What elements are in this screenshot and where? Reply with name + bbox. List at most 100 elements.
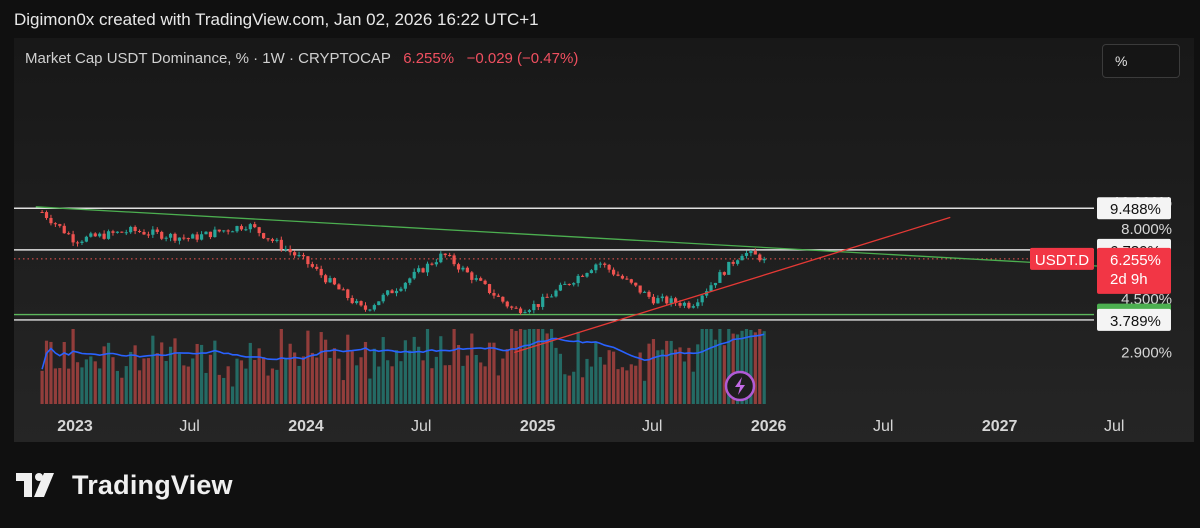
candle-body[interactable] bbox=[266, 238, 270, 240]
candle-body[interactable] bbox=[208, 231, 213, 238]
candle-body[interactable] bbox=[332, 278, 337, 285]
candle-body[interactable] bbox=[310, 264, 314, 267]
candle-body[interactable] bbox=[713, 282, 718, 286]
candle-body[interactable] bbox=[722, 272, 726, 275]
candle-body[interactable] bbox=[173, 233, 177, 241]
candle-body[interactable] bbox=[549, 296, 554, 298]
candle-body[interactable] bbox=[580, 275, 585, 277]
candle-body[interactable] bbox=[674, 298, 678, 304]
candle-body[interactable] bbox=[532, 304, 536, 311]
candle-body[interactable] bbox=[625, 278, 629, 280]
candle-body[interactable] bbox=[554, 290, 558, 297]
candle-body[interactable] bbox=[151, 229, 155, 235]
candle-body[interactable] bbox=[160, 231, 164, 239]
candle-body[interactable] bbox=[355, 301, 359, 304]
candle-body[interactable] bbox=[115, 231, 120, 233]
candle-body[interactable] bbox=[186, 238, 190, 240]
candle-body[interactable] bbox=[199, 234, 204, 240]
candle-body[interactable] bbox=[275, 239, 279, 241]
candle-body[interactable] bbox=[514, 307, 518, 309]
candle-body[interactable] bbox=[474, 278, 478, 280]
candle-body[interactable] bbox=[465, 267, 469, 273]
candle-body[interactable] bbox=[731, 261, 735, 264]
candle-body[interactable] bbox=[642, 291, 647, 293]
candle-body[interactable] bbox=[106, 231, 111, 239]
candle-body[interactable] bbox=[634, 282, 638, 286]
candle-body[interactable] bbox=[142, 231, 146, 235]
candle-body[interactable] bbox=[98, 233, 102, 237]
candle-body[interactable] bbox=[558, 284, 563, 291]
red-ascending-trendline[interactable] bbox=[514, 216, 951, 354]
candle-body[interactable] bbox=[346, 289, 350, 298]
candle-body[interactable] bbox=[638, 285, 642, 293]
candle-body[interactable] bbox=[217, 229, 221, 232]
candle-body[interactable] bbox=[84, 236, 88, 242]
candle-body[interactable] bbox=[479, 278, 483, 281]
candle-body[interactable] bbox=[288, 248, 292, 253]
candle-body[interactable] bbox=[75, 242, 80, 244]
candle-body[interactable] bbox=[164, 237, 168, 239]
candle-body[interactable] bbox=[279, 239, 283, 250]
candle-body[interactable] bbox=[598, 263, 602, 265]
candle-body[interactable] bbox=[753, 250, 757, 255]
candle-body[interactable] bbox=[386, 290, 390, 295]
candle-body[interactable] bbox=[736, 260, 740, 264]
candle-body[interactable] bbox=[620, 275, 625, 279]
candle-body[interactable] bbox=[102, 233, 106, 239]
candle-body[interactable] bbox=[248, 224, 252, 230]
candle-body[interactable] bbox=[80, 241, 84, 243]
candle-body[interactable] bbox=[324, 275, 328, 283]
candle-body[interactable] bbox=[301, 255, 306, 257]
candle-body[interactable] bbox=[49, 217, 53, 224]
candle-body[interactable] bbox=[740, 255, 744, 261]
candle-body[interactable] bbox=[669, 298, 673, 304]
candle-body[interactable] bbox=[235, 226, 239, 232]
candle-body[interactable] bbox=[572, 283, 576, 285]
candle-body[interactable] bbox=[527, 310, 532, 312]
candle-body[interactable] bbox=[434, 262, 438, 265]
candle-body[interactable] bbox=[762, 258, 766, 261]
candle-body[interactable] bbox=[177, 237, 182, 241]
candle-body[interactable] bbox=[319, 268, 323, 276]
brand-footer[interactable]: TradingView bbox=[16, 470, 233, 501]
candle-body[interactable] bbox=[168, 233, 173, 238]
candle-body[interactable] bbox=[244, 229, 248, 231]
candle-body[interactable] bbox=[611, 269, 616, 275]
candle-body[interactable] bbox=[222, 230, 226, 232]
candle-body[interactable] bbox=[421, 268, 425, 273]
candle-body[interactable] bbox=[744, 253, 749, 256]
candle-body[interactable] bbox=[696, 302, 700, 307]
candle-body[interactable] bbox=[545, 296, 549, 298]
candle-body[interactable] bbox=[448, 255, 452, 257]
candle-body[interactable] bbox=[261, 233, 266, 239]
candle-body[interactable] bbox=[523, 311, 527, 314]
candle-body[interactable] bbox=[576, 275, 580, 284]
candle-body[interactable] bbox=[665, 296, 669, 304]
candle-body[interactable] bbox=[518, 308, 523, 314]
candle-body[interactable] bbox=[589, 270, 594, 274]
candle-body[interactable] bbox=[456, 264, 461, 270]
candle-body[interactable] bbox=[656, 298, 660, 304]
candle-body[interactable] bbox=[660, 296, 664, 299]
candle-body[interactable] bbox=[226, 230, 230, 232]
candle-body[interactable] bbox=[718, 272, 722, 283]
candle-body[interactable] bbox=[337, 284, 341, 290]
candle-body[interactable] bbox=[709, 285, 713, 292]
candle-body[interactable] bbox=[53, 223, 57, 225]
candle-body[interactable] bbox=[505, 301, 509, 307]
candle-body[interactable] bbox=[257, 227, 261, 234]
candle-body[interactable] bbox=[563, 283, 567, 285]
candle-body[interactable] bbox=[58, 224, 62, 226]
candle-body[interactable] bbox=[492, 293, 496, 296]
candle-body[interactable] bbox=[691, 306, 695, 308]
candle-body[interactable] bbox=[412, 271, 416, 279]
candle-body[interactable] bbox=[408, 278, 412, 283]
candle-body[interactable] bbox=[341, 289, 345, 291]
candle-body[interactable] bbox=[749, 250, 753, 254]
candle-body[interactable] bbox=[315, 266, 319, 269]
candle-body[interactable] bbox=[430, 263, 434, 265]
candle-body[interactable] bbox=[403, 282, 407, 289]
candle-body[interactable] bbox=[682, 302, 687, 306]
candle-body[interactable] bbox=[40, 211, 44, 213]
